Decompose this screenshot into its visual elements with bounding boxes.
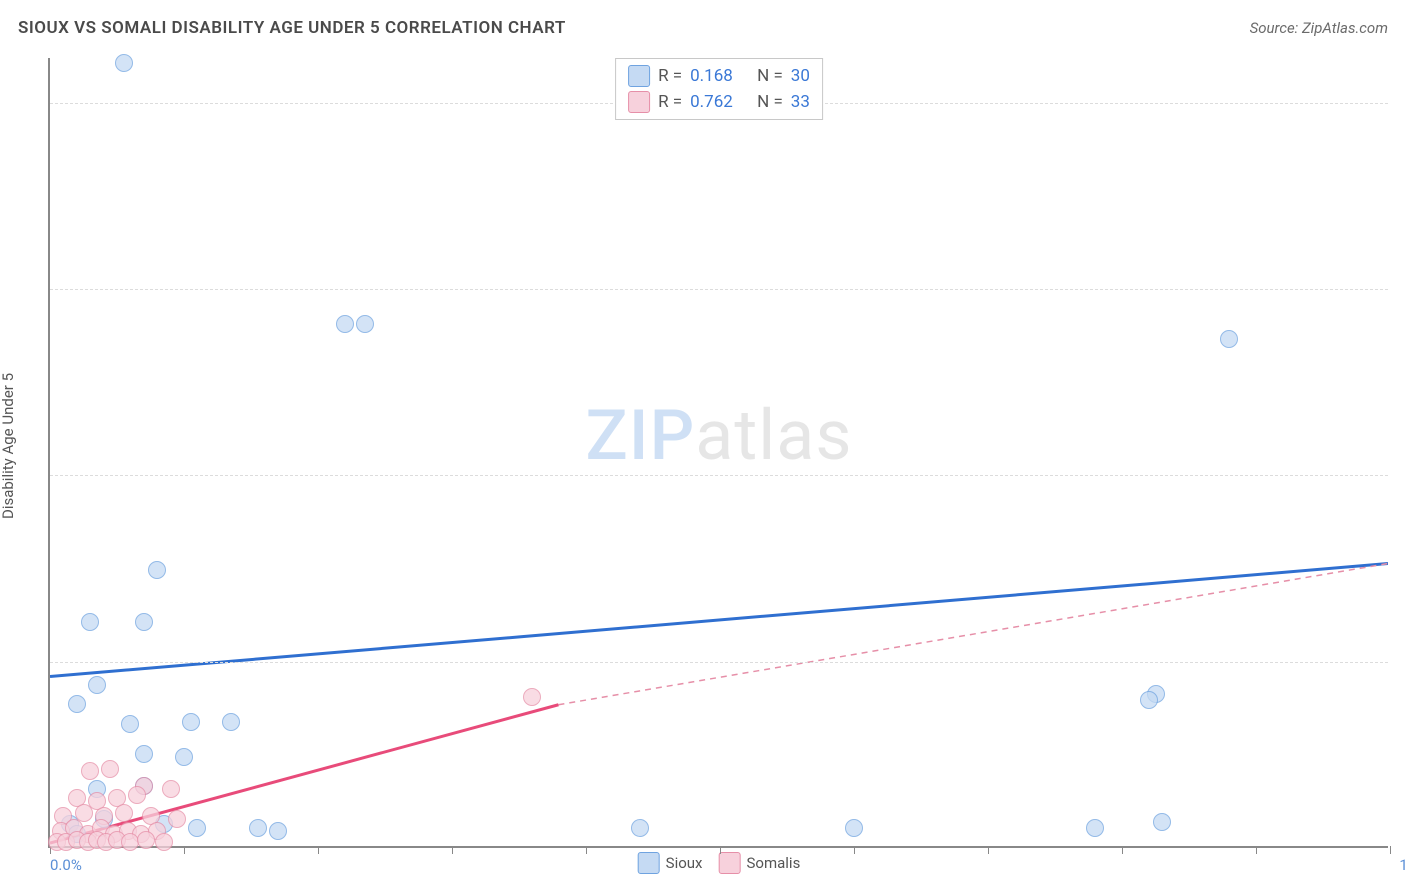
point-sioux bbox=[249, 819, 267, 837]
point-somalis bbox=[523, 688, 541, 706]
point-somalis bbox=[168, 810, 186, 828]
r-label: R = bbox=[658, 92, 682, 112]
point-sioux bbox=[88, 676, 106, 694]
legend-label: Somalis bbox=[747, 854, 801, 872]
r-value-somalis: 0.762 bbox=[690, 92, 745, 112]
gridline bbox=[50, 662, 1388, 663]
x-tick bbox=[586, 846, 587, 854]
x-tick bbox=[988, 846, 989, 854]
x-tick bbox=[1256, 846, 1257, 854]
legend-swatch-icon bbox=[638, 852, 660, 874]
point-sioux bbox=[269, 822, 287, 840]
legend-swatch-icon bbox=[719, 852, 741, 874]
point-sioux bbox=[135, 745, 153, 763]
legend-swatch-sioux bbox=[628, 65, 650, 87]
x-tick bbox=[1390, 846, 1391, 854]
point-sioux bbox=[135, 613, 153, 631]
gridline bbox=[50, 289, 1388, 290]
point-somalis bbox=[115, 804, 133, 822]
point-sioux bbox=[845, 819, 863, 837]
legend-label: Sioux bbox=[666, 854, 703, 872]
chart-area: ZIPatlas R = 0.168 N = 30 R = 0.762 N = … bbox=[48, 58, 1388, 848]
legend-item-somalis: Somalis bbox=[719, 852, 801, 874]
x-max-label: 100.0% bbox=[1399, 856, 1406, 874]
trend-lines bbox=[50, 58, 1388, 846]
r-label: R = bbox=[658, 66, 682, 86]
point-sioux bbox=[222, 713, 240, 731]
point-somalis bbox=[128, 786, 146, 804]
chart-title: SIOUX VS SOMALI DISABILITY AGE UNDER 5 C… bbox=[18, 18, 566, 38]
point-somalis bbox=[155, 833, 173, 851]
legend-row-somalis: R = 0.762 N = 33 bbox=[628, 89, 810, 115]
x-min-label: 0.0% bbox=[50, 856, 82, 874]
x-tick bbox=[1122, 846, 1123, 854]
n-value-sioux: 30 bbox=[791, 66, 810, 86]
point-sioux bbox=[115, 54, 133, 72]
gridline bbox=[50, 475, 1388, 476]
r-value-sioux: 0.168 bbox=[690, 66, 745, 86]
x-tick bbox=[854, 846, 855, 854]
point-sioux bbox=[188, 819, 206, 837]
chart-header: SIOUX VS SOMALI DISABILITY AGE UNDER 5 C… bbox=[18, 18, 1388, 38]
point-sioux bbox=[1153, 813, 1171, 831]
point-sioux bbox=[1220, 330, 1238, 348]
point-somalis bbox=[162, 780, 180, 798]
point-sioux bbox=[148, 561, 166, 579]
point-sioux bbox=[175, 748, 193, 766]
legend-row-sioux: R = 0.168 N = 30 bbox=[628, 63, 810, 89]
x-tick bbox=[720, 846, 721, 854]
point-somalis bbox=[137, 831, 155, 849]
point-sioux bbox=[68, 695, 86, 713]
watermark-atlas: atlas bbox=[695, 395, 852, 477]
watermark-zip: ZIP bbox=[586, 395, 696, 477]
x-tick bbox=[452, 846, 453, 854]
x-tick bbox=[184, 846, 185, 854]
point-sioux bbox=[631, 819, 649, 837]
n-label: N = bbox=[757, 66, 783, 86]
point-somalis bbox=[101, 760, 119, 778]
legend-item-sioux: Sioux bbox=[638, 852, 703, 874]
legend-correlation: R = 0.168 N = 30 R = 0.762 N = 33 bbox=[615, 58, 823, 120]
y-axis-label: Disability Age Under 5 bbox=[0, 373, 17, 519]
point-sioux bbox=[121, 715, 139, 733]
x-tick bbox=[318, 846, 319, 854]
legend-swatch-somalis bbox=[628, 91, 650, 113]
point-sioux bbox=[81, 613, 99, 631]
n-label: N = bbox=[757, 92, 783, 112]
point-sioux bbox=[1086, 819, 1104, 837]
plot-region: ZIPatlas R = 0.168 N = 30 R = 0.762 N = … bbox=[48, 58, 1388, 848]
point-sioux bbox=[336, 315, 354, 333]
point-somalis bbox=[81, 762, 99, 780]
trend-line bbox=[50, 564, 1388, 677]
watermark: ZIPatlas bbox=[586, 395, 853, 477]
trend-line bbox=[558, 564, 1388, 705]
n-value-somalis: 33 bbox=[791, 92, 810, 112]
legend-series: Sioux Somalis bbox=[638, 852, 801, 874]
point-sioux bbox=[356, 315, 374, 333]
source-label: Source: ZipAtlas.com bbox=[1250, 19, 1388, 37]
point-sioux bbox=[182, 713, 200, 731]
point-sioux bbox=[1140, 691, 1158, 709]
